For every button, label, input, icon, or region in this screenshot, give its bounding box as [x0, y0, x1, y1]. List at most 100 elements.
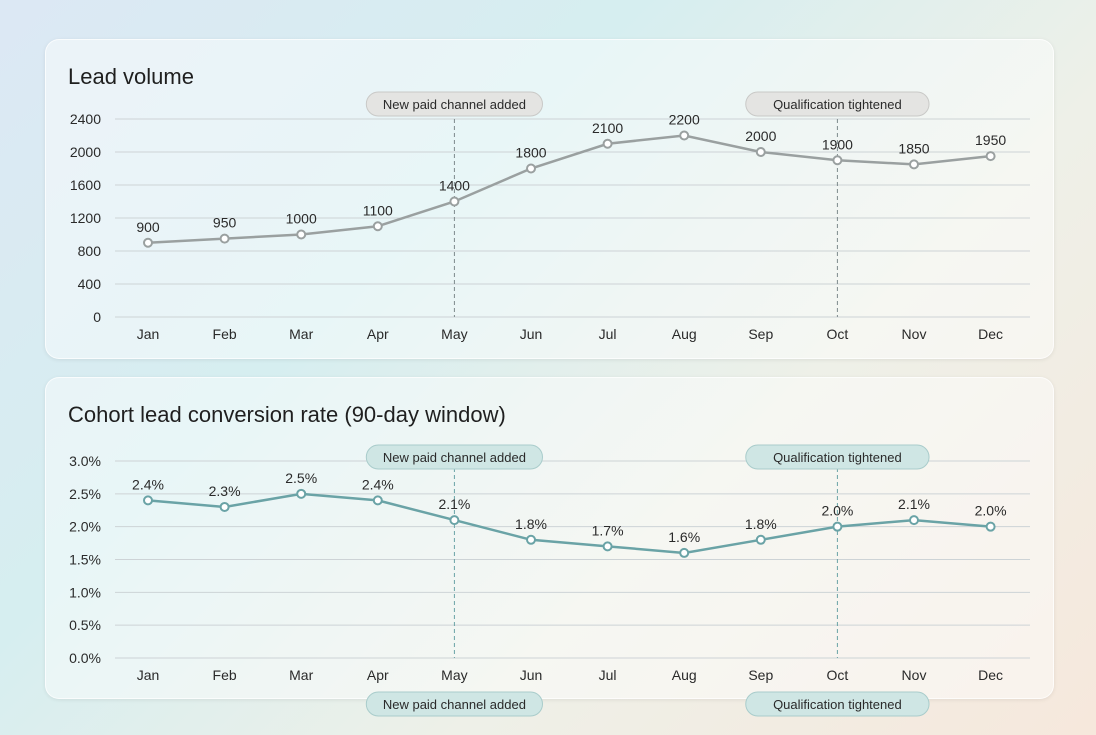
data-point — [679, 547, 690, 558]
annotation-pill — [745, 691, 930, 717]
data-point — [832, 521, 843, 532]
data-label: 1.8% — [745, 516, 777, 532]
x-tick-label: Jan — [137, 326, 160, 342]
annotation-label: Qualification tightened — [773, 450, 902, 465]
data-label: 2.3% — [209, 483, 241, 499]
data-point — [602, 138, 613, 149]
annotation-pill — [745, 91, 930, 117]
x-tick-label: Dec — [978, 667, 1003, 683]
data-label: 2.5% — [285, 470, 317, 486]
data-point — [143, 237, 153, 248]
y-tick-label: 1.0% — [69, 584, 101, 600]
data-label: 1400 — [439, 178, 470, 194]
x-tick-label: Dec — [978, 326, 1003, 342]
data-label: 2.4% — [362, 476, 394, 492]
data-point — [755, 534, 766, 545]
data-label: 1.7% — [592, 522, 624, 538]
data-label: 1850 — [898, 140, 929, 156]
data-label: 2000 — [745, 128, 776, 144]
y-tick-label: 2000 — [70, 144, 101, 160]
x-tick-label: Nov — [902, 326, 927, 342]
data-point — [985, 151, 996, 162]
data-label: 1950 — [975, 132, 1006, 148]
data-label: 1.6% — [668, 529, 700, 545]
data-label: 1000 — [286, 211, 317, 227]
data-point — [985, 521, 996, 532]
data-label: 2100 — [592, 120, 623, 136]
data-point — [909, 515, 919, 526]
data-label: 2.0% — [821, 503, 853, 519]
data-label: 1900 — [822, 136, 853, 152]
data-point — [602, 541, 613, 552]
data-point — [526, 163, 536, 174]
x-tick-label: Nov — [902, 667, 927, 683]
y-tick-label: 0.0% — [69, 650, 101, 666]
x-tick-label: Aug — [672, 326, 697, 342]
x-tick-label: Jul — [599, 326, 617, 342]
annotation-pill — [365, 91, 543, 117]
x-tick-label: Oct — [827, 667, 849, 683]
data-label: 2.4% — [132, 476, 164, 492]
data-label: 1800 — [515, 145, 546, 161]
data-label: 900 — [136, 219, 160, 235]
annotation-label: Qualification tightened — [773, 697, 902, 712]
x-tick-label: Oct — [827, 326, 849, 342]
x-tick-label: Apr — [367, 667, 389, 683]
chart-title: Cohort lead conversion rate (90-day wind… — [68, 402, 506, 427]
x-tick-label: Jun — [520, 326, 543, 342]
annotation-label: New paid channel added — [383, 97, 526, 112]
y-tick-label: 1200 — [70, 210, 101, 226]
data-point — [909, 159, 919, 170]
y-tick-label: 1600 — [70, 177, 101, 193]
y-tick-label: 0.5% — [69, 617, 101, 633]
data-point — [449, 196, 460, 207]
series-line — [147, 134, 991, 244]
data-point — [832, 155, 843, 166]
data-point — [219, 233, 230, 244]
data-label: 2.1% — [438, 496, 470, 512]
y-tick-label: 2400 — [70, 111, 101, 127]
y-tick-label: 800 — [78, 243, 102, 259]
data-point — [296, 488, 307, 499]
x-tick-label: Aug — [672, 667, 697, 683]
data-point — [449, 515, 460, 526]
y-tick-label: 2.0% — [69, 519, 101, 535]
y-tick-label: 1.5% — [69, 552, 101, 568]
data-point — [526, 534, 536, 545]
x-tick-label: Apr — [367, 326, 389, 342]
chart-title: Lead volume — [68, 64, 194, 89]
x-tick-label: Jan — [137, 667, 160, 683]
annotation-label: Qualification tightened — [773, 97, 902, 112]
y-tick-label: 2.5% — [69, 486, 101, 502]
data-label: 1100 — [363, 202, 393, 218]
data-point — [296, 229, 307, 240]
data-label: 2.0% — [975, 503, 1007, 519]
data-point — [372, 221, 383, 232]
y-tick-label: 400 — [78, 276, 102, 292]
x-tick-label: Sep — [748, 326, 773, 342]
data-point — [372, 495, 383, 506]
annotation-label: New paid channel added — [383, 697, 526, 712]
annotation-pill — [365, 691, 543, 717]
x-tick-label: Mar — [289, 326, 313, 342]
y-tick-label: 3.0% — [69, 453, 101, 469]
data-point — [219, 501, 230, 512]
conversion-rate-card: Cohort lead conversion rate (90-day wind… — [45, 377, 1054, 699]
data-label: 1.8% — [515, 516, 547, 532]
data-point — [143, 495, 153, 506]
x-tick-label: Feb — [213, 667, 237, 683]
data-point — [679, 130, 690, 141]
x-tick-label: May — [441, 667, 467, 683]
x-tick-label: Sep — [748, 667, 773, 683]
annotation-pill — [745, 444, 930, 470]
x-tick-label: Jul — [599, 667, 617, 683]
annotation-pill — [365, 444, 543, 470]
data-label: 950 — [213, 215, 237, 231]
x-tick-label: Jun — [520, 667, 543, 683]
series-line — [147, 492, 991, 555]
x-tick-label: Feb — [213, 326, 237, 342]
y-tick-label: 0 — [93, 309, 101, 325]
data-label: 2200 — [669, 112, 700, 128]
x-tick-label: May — [441, 326, 467, 342]
